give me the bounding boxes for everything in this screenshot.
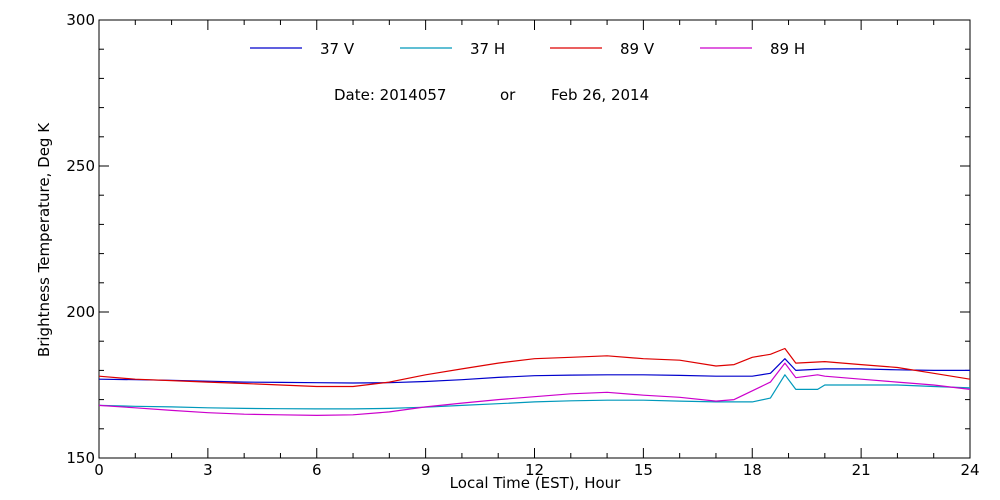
legend-label-89-h: 89 H: [770, 40, 805, 58]
series-line-37-h: [98, 374, 971, 410]
series-line-89-v: [98, 347, 971, 388]
x-tick-label: 3: [203, 461, 213, 479]
x-tick-label: 24: [960, 461, 979, 479]
y-tick-label: 200: [66, 303, 95, 321]
annotation-date-text: Feb 26, 2014: [551, 86, 649, 104]
x-tick-label: 18: [743, 461, 762, 479]
y-tick-label: 150: [66, 449, 95, 467]
y-axis-title: Brightness Temperature, Deg K: [35, 122, 53, 357]
x-tick-label: 9: [421, 461, 431, 479]
x-tick-label: 6: [312, 461, 322, 479]
plot-frame: [98, 19, 971, 459]
series-line-37-v: [98, 358, 970, 384]
series-lines: [98, 347, 971, 416]
series-line-89-h: [98, 362, 971, 416]
legend-label-89-v: 89 V: [620, 40, 655, 58]
annotation-or-label: or: [500, 86, 516, 104]
legend-label-37-v: 37 V: [320, 40, 355, 58]
axis-ticks: 0 3 6 9 12 15 18 21 24 150 200 250 300: [66, 11, 979, 479]
x-tick-label: 12: [525, 461, 544, 479]
x-tick-label: 0: [94, 461, 104, 479]
legend-label-37-h: 37 H: [470, 40, 505, 58]
y-tick-label: 300: [66, 11, 95, 29]
annotation-date-label: Date: 2014057: [334, 86, 446, 104]
legend: 37 V 37 H 89 V 89 H: [250, 40, 805, 58]
x-axis-title: Local Time (EST), Hour: [450, 474, 621, 492]
x-tick-label: 15: [634, 461, 653, 479]
y-tick-label: 250: [66, 157, 95, 175]
x-tick-label: 21: [852, 461, 871, 479]
